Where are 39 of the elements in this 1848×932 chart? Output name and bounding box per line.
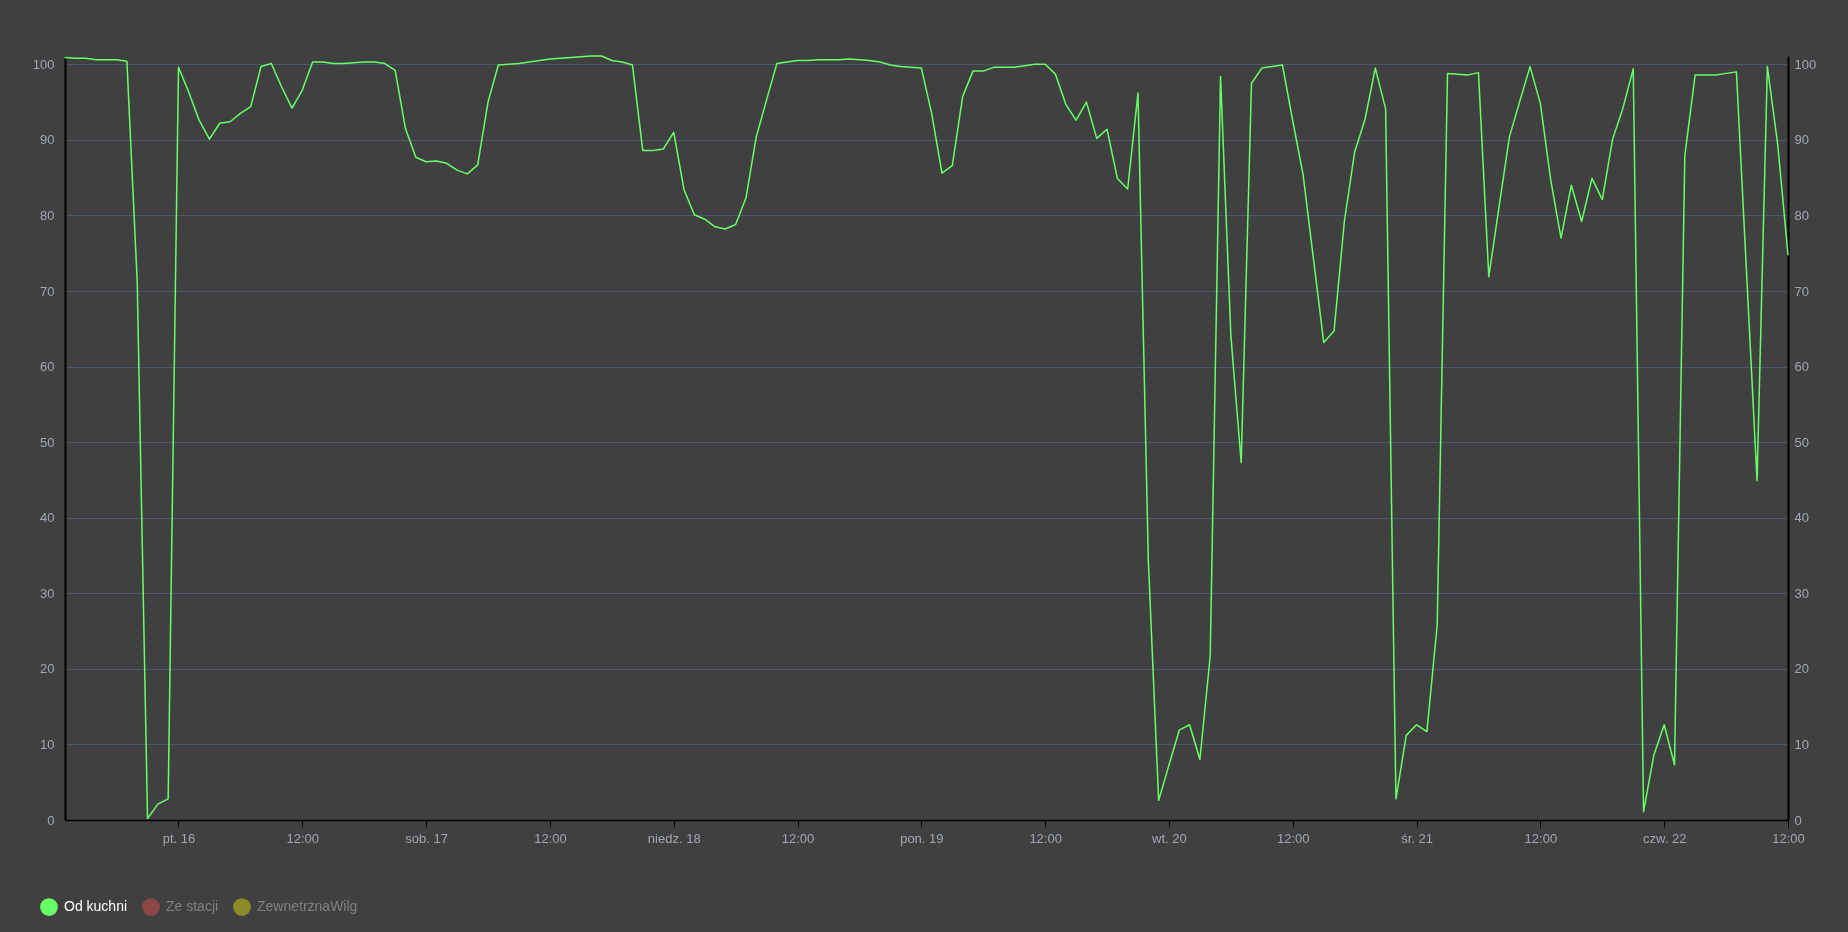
x-tick-label: 12:00 (781, 830, 815, 846)
y2-tick-label: 0 (1794, 812, 1802, 828)
x-tick-label: 12:00 (1772, 830, 1805, 846)
x-tick-label: czw. 22 (1643, 830, 1687, 846)
y-tick-label: 80 (40, 207, 55, 223)
x-tick-label: pt. 16 (162, 830, 196, 846)
legend-label: Ze stacji (166, 898, 219, 915)
x-tick-label: 12:00 (1029, 830, 1062, 846)
y-tick-label: 60 (40, 359, 55, 375)
x-tick-label: 12:00 (286, 830, 320, 846)
y2-tick-label: 60 (1794, 359, 1809, 375)
y2-tick-label: 100 (1794, 56, 1817, 72)
x-tick-label: 12:00 (534, 830, 567, 846)
x-tick-label: 12:00 (1524, 830, 1558, 846)
y2-tick-label: 90 (1794, 132, 1809, 148)
legend-label: Od kuchni (64, 898, 128, 915)
y2-tick-label: 40 (1794, 510, 1809, 526)
y2-tick-label: 20 (1794, 661, 1809, 677)
y2-tick-label: 70 (1794, 283, 1809, 299)
x-tick-label: sob. 17 (405, 830, 448, 846)
x-tick-label: 12:00 (1276, 830, 1310, 846)
y-tick-label: 0 (47, 812, 55, 828)
x-tick-label: śr. 21 (1401, 830, 1433, 846)
y2-tick-label: 30 (1794, 585, 1809, 601)
y-tick-label: 70 (40, 283, 55, 299)
legend-label: ZewnetrznaWilg (257, 898, 358, 915)
y-tick-label: 50 (40, 434, 55, 450)
y-tick-label: 10 (40, 736, 55, 752)
y2-tick-label: 50 (1794, 434, 1809, 450)
x-tick-label: niedz. 18 (647, 830, 701, 846)
y-tick-label: 100 (32, 56, 55, 72)
y-tick-label: 40 (40, 510, 55, 526)
y-tick-label: 90 (40, 132, 55, 148)
y-tick-label: 20 (40, 661, 55, 677)
y2-tick-label: 80 (1794, 207, 1809, 223)
x-tick-label: wt. 20 (1151, 830, 1187, 846)
y-tick-label: 30 (40, 585, 55, 601)
x-tick-label: pon. 19 (900, 830, 944, 846)
y2-tick-label: 10 (1794, 736, 1809, 752)
